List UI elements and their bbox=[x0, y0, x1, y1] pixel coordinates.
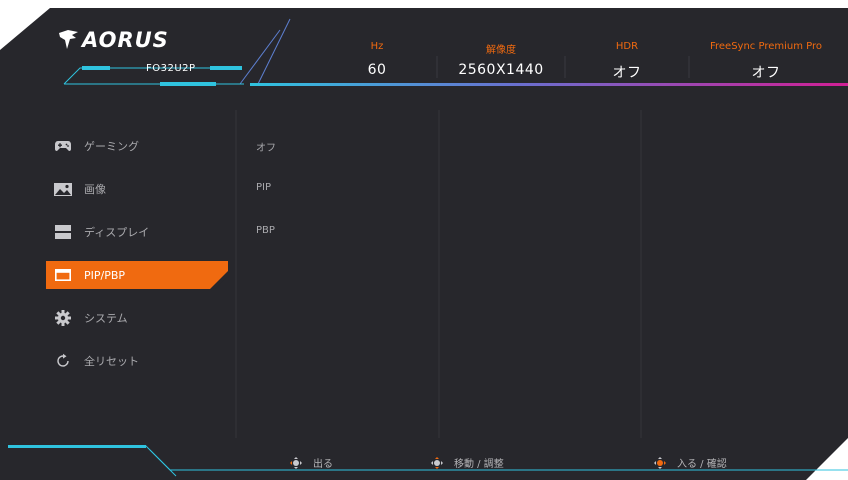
footer-hint-move: 移動 / 調整 bbox=[428, 455, 504, 470]
footer-exit-label: 出る bbox=[313, 459, 333, 470]
picture-icon bbox=[54, 181, 72, 197]
footer-move-label: 移動 / 調整 bbox=[454, 459, 504, 470]
display-icon bbox=[54, 224, 72, 240]
joystick-press-icon bbox=[654, 456, 666, 469]
pip-icon bbox=[54, 267, 72, 283]
joystick-updown-icon bbox=[431, 456, 443, 469]
footer-hint-enter: 入る / 確認 bbox=[651, 455, 727, 470]
logo-text: AORUS bbox=[82, 28, 169, 52]
aorus-logo: AORUS bbox=[58, 28, 169, 52]
eagle-icon bbox=[59, 30, 78, 49]
submenu-item-pbp[interactable]: PBP bbox=[256, 225, 275, 236]
menu-item-label: ディスプレイ bbox=[84, 226, 150, 239]
header-label-freesync: FreeSync Premium Pro bbox=[709, 41, 823, 52]
header-value-freesync: オフ bbox=[751, 65, 781, 81]
menu-item-label: ゲーミング bbox=[84, 140, 139, 153]
header-label-resolution: 解像度 bbox=[486, 45, 516, 56]
gamepad-icon bbox=[54, 138, 72, 154]
menu-item-label: 全リセット bbox=[84, 355, 139, 368]
menu-item-system[interactable]: システム bbox=[46, 304, 228, 332]
gear-icon bbox=[54, 310, 72, 326]
menu-item-picture[interactable]: 画像 bbox=[46, 175, 228, 203]
submenu-item-pip[interactable]: PIP bbox=[256, 182, 272, 193]
footer-enter-label: 入る / 確認 bbox=[677, 459, 727, 470]
header-label-hdr: HDR bbox=[615, 41, 639, 52]
menu-item-pip-pbp[interactable]: PIP/PBP bbox=[46, 261, 228, 289]
header-value-hdr: オフ bbox=[612, 65, 642, 81]
menu-item-label: PIP/PBP bbox=[84, 268, 126, 282]
menu-item-gaming[interactable]: ゲーミング bbox=[46, 132, 228, 160]
menu-item-display[interactable]: ディスプレイ bbox=[46, 218, 228, 246]
active-highlight bbox=[46, 261, 228, 289]
menu-item-label: 画像 bbox=[84, 183, 106, 196]
submenu-item-off[interactable]: オフ bbox=[256, 143, 276, 154]
menu-item-label: システム bbox=[84, 312, 128, 325]
footer-hint-exit: 出る bbox=[287, 455, 333, 470]
header-value-hz: 60 bbox=[367, 62, 387, 78]
header-value-resolution: 2560X1440 bbox=[458, 62, 544, 78]
reset-icon bbox=[54, 353, 72, 369]
header-label-hz: Hz bbox=[370, 41, 384, 52]
model-name: FO32U2P bbox=[146, 63, 196, 74]
joystick-left-icon bbox=[290, 456, 302, 469]
menu-item-reset[interactable]: 全リセット bbox=[46, 347, 228, 375]
